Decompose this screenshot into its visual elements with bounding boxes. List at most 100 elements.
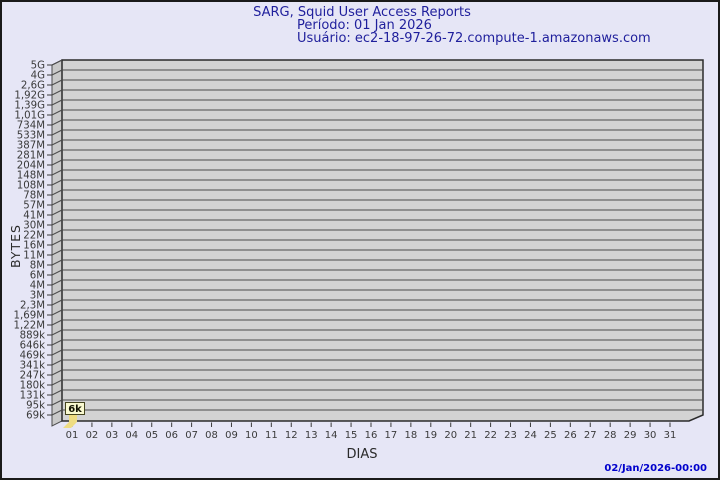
x-axis-title: DIAS (346, 447, 378, 462)
x-tick-label: 10 (245, 430, 258, 441)
y-tick-depth-line (51, 319, 63, 326)
y-tick-depth-line (51, 349, 63, 356)
y-tick-label: 2,3M (20, 301, 45, 312)
y-tick-depth-line (51, 329, 63, 336)
y-tick-depth-line (51, 149, 63, 156)
x-tick-label: 05 (145, 430, 158, 441)
x-tick-label: 03 (105, 430, 118, 441)
x-tick-label: 04 (125, 430, 138, 441)
y-tick-depth-line (51, 169, 63, 176)
y-tick-depth-line (51, 389, 63, 396)
x-tick-label: 29 (624, 430, 637, 441)
y-tick-label: 57M (23, 201, 45, 212)
y-tick-depth-line (51, 179, 63, 186)
x-tick-label: 15 (345, 430, 358, 441)
y-tick-label: 30M (23, 221, 45, 232)
y-tick-depth-line (51, 209, 63, 216)
y-tick-label: 1,39G (14, 101, 45, 112)
x-tick-label: 14 (325, 430, 338, 441)
x-tick-label: 23 (504, 430, 517, 441)
y-tick-label: 889k (20, 331, 45, 342)
y-tick-depth-line (51, 129, 63, 136)
y-tick-label: 734M (17, 121, 45, 132)
y-tick-label: 533M (17, 131, 45, 142)
chart-subtitle-user: Usuário: ec2-18-97-26-72.compute-1.amazo… (297, 31, 651, 46)
x-tick-label: 25 (544, 430, 557, 441)
value-flag (65, 402, 85, 415)
y-tick-depth-line (51, 199, 63, 206)
y-tick-label: 4G (31, 71, 45, 82)
y-tick-label: 3M (30, 291, 45, 302)
x-tick-label: 24 (524, 430, 537, 441)
chart-title: SARG, Squid User Access Reports (253, 5, 471, 20)
y-tick-depth-line (51, 139, 63, 146)
x-tick-label: 06 (165, 430, 178, 441)
y-tick-depth-line (51, 339, 63, 346)
x-tick-label: 20 (444, 430, 457, 441)
y-tick-depth-line (51, 399, 63, 406)
y-tick-label: 41M (23, 211, 45, 222)
x-tick-label: 19 (424, 430, 437, 441)
y-tick-depth-line (51, 59, 63, 66)
y-tick-depth-line (51, 309, 63, 316)
bar-day-01 (63, 414, 77, 428)
y-tick-depth-line (51, 359, 63, 366)
y-tick-label: 8M (30, 261, 45, 272)
x-tick-label: 31 (664, 430, 677, 441)
y-tick-label: 22M (23, 231, 45, 242)
x-tick-label: 08 (205, 430, 218, 441)
y-tick-label: 1,22M (14, 321, 45, 332)
y-tick-label: 1,92G (14, 91, 45, 102)
y-tick-label: 281M (17, 151, 45, 162)
y-tick-depth-line (51, 269, 63, 276)
y-tick-label: 4M (30, 281, 45, 292)
y-tick-label: 180k (20, 381, 45, 392)
y-tick-label: 1,69M (14, 311, 45, 322)
chart-subtitle-period: Período: 01 Jan 2026 (297, 18, 432, 33)
x-tick-label: 16 (365, 430, 378, 441)
y-tick-label: 11M (23, 251, 45, 262)
y-tick-depth-line (51, 219, 63, 226)
y-tick-label: 16M (23, 241, 45, 252)
y-tick-depth-line (51, 279, 63, 286)
y-tick-label: 2,6G (21, 81, 45, 92)
y-tick-label: 131k (20, 391, 45, 402)
y-tick-depth-line (51, 189, 63, 196)
x-tick-label: 17 (385, 430, 398, 441)
x-tick-label: 12 (285, 430, 298, 441)
y-tick-depth-line (51, 119, 63, 126)
y-tick-label: 646k (20, 341, 45, 352)
y-tick-label: 1,01G (14, 111, 45, 122)
y-tick-depth-line (51, 379, 63, 386)
x-tick-label: 11 (265, 430, 278, 441)
y-tick-label: 78M (23, 191, 45, 202)
y-tick-depth-line (51, 229, 63, 236)
x-tick-label: 13 (305, 430, 318, 441)
y-tick-depth-line (51, 79, 63, 86)
y-tick-label: 6M (30, 271, 45, 282)
y-tick-depth-line (51, 289, 63, 296)
x-tick-label: 01 (66, 430, 79, 441)
y-tick-label: 341k (20, 361, 45, 372)
x-tick-label: 07 (185, 430, 198, 441)
y-tick-depth-line (51, 369, 63, 376)
x-tick-label: 30 (644, 430, 657, 441)
y-tick-depth-line (51, 239, 63, 246)
y-tick-label: 469k (20, 351, 45, 362)
y-tick-label: 204M (17, 161, 45, 172)
y-tick-depth-line (51, 249, 63, 256)
x-tick-label: 21 (464, 430, 477, 441)
y-tick-depth-line (51, 259, 63, 266)
y-tick-depth-line (51, 99, 63, 106)
x-tick-label: 26 (564, 430, 577, 441)
value-flag-label: 6k (68, 404, 82, 415)
y-tick-depth-line (51, 409, 63, 416)
y-tick-label: 69k (26, 411, 45, 422)
y-tick-label: 247k (20, 371, 45, 382)
y-tick-label: 148M (17, 171, 45, 182)
x-tick-label: 09 (225, 430, 238, 441)
x-tick-label: 02 (86, 430, 99, 441)
y-tick-label: 5G (31, 61, 45, 72)
